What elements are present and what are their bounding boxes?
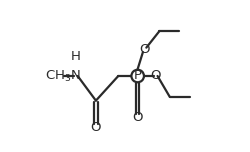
Text: O: O bbox=[132, 111, 143, 124]
Text: N: N bbox=[71, 69, 81, 83]
Text: O: O bbox=[139, 43, 150, 56]
Text: O: O bbox=[91, 121, 101, 134]
Text: CH$_3$: CH$_3$ bbox=[44, 68, 71, 84]
Text: H: H bbox=[71, 50, 81, 63]
Text: O: O bbox=[150, 69, 161, 83]
Text: P: P bbox=[134, 69, 142, 83]
